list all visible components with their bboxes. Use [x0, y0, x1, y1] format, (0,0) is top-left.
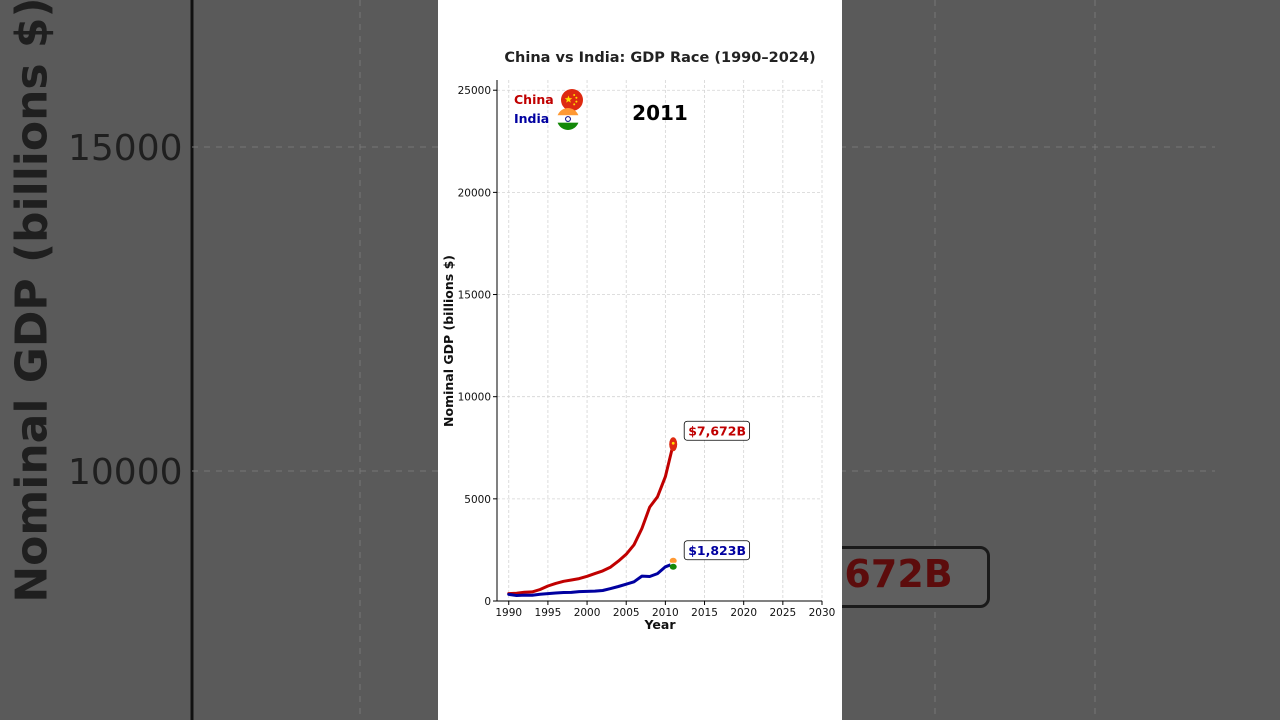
china-flag-small-star: [573, 94, 576, 97]
x-tick-label: 2010: [652, 607, 679, 619]
china-flag-small-star: [575, 100, 578, 103]
china-flag-small-star: [573, 103, 576, 106]
x-tick-label: 2000: [574, 607, 601, 619]
y-axis-label: Nominal GDP (billions $): [441, 255, 456, 427]
y-tick-label: 5000: [464, 494, 491, 506]
india-flag-green: [557, 122, 579, 130]
value-label-india: $1,823B: [688, 543, 746, 558]
y-tick-label: 10000: [458, 392, 491, 404]
legend-label-china: China: [514, 92, 554, 107]
india-flag-marker-saffron: [669, 557, 677, 564]
current-year-label: 2011: [632, 101, 688, 125]
china-flag-marker-star: [671, 441, 675, 445]
x-tick-label: 2005: [613, 607, 640, 619]
y-tick-label: 20000: [458, 187, 491, 199]
x-axis-label: Year: [644, 617, 677, 632]
series-line-india: [507, 562, 675, 597]
value-label-china: $7,672B: [688, 423, 746, 438]
legend-china-flag-icon: [561, 89, 583, 111]
value-label-box-india: [683, 540, 751, 561]
background-value-label: ,672B: [830, 552, 953, 596]
india-flag-marker-white: [670, 562, 677, 565]
legend-label-india: India: [514, 111, 549, 126]
india-flag-white: [557, 115, 579, 123]
x-tick-label: 2030: [809, 607, 836, 619]
gdp-line-chart: China vs India: GDP Race (1990–2024) 0 500…: [441, 50, 836, 632]
x-tick-label: 2020: [730, 607, 757, 619]
india-flag-saffron: [557, 108, 579, 116]
background-tick-upper: 15000: [68, 128, 183, 169]
chart-title: China vs India: GDP Race (1990–2024): [504, 50, 815, 66]
background-y-axis-label: Nominal GDP (billions $): [6, 0, 58, 603]
series-line-china: [507, 442, 675, 596]
legend-india-flag-icon: [557, 108, 579, 130]
china-flag-disc: [561, 89, 583, 111]
y-tick-label: 25000: [458, 85, 491, 97]
chart-panel: China vs India: GDP Race (1990–2024) 0 500…: [438, 0, 842, 720]
china-flag-star: [564, 95, 573, 103]
background-tick-lower: 10000: [68, 452, 183, 493]
india-flag-chakra: [565, 116, 571, 122]
x-tick-label: 2015: [691, 607, 718, 619]
endpoint-india-flag-icon: [669, 557, 677, 570]
india-flag-marker-green: [669, 563, 677, 570]
endpoint-china-flag-icon: [669, 437, 678, 452]
x-tick-label: 1995: [535, 607, 562, 619]
x-tick-label: 1990: [495, 607, 522, 619]
x-tick-label: 2025: [769, 607, 796, 619]
y-tick-label: 0: [484, 596, 491, 608]
value-label-box-china: [683, 420, 751, 441]
china-flag-small-star: [575, 96, 578, 99]
india-flag-stripes: [557, 108, 579, 130]
y-tick-label: 15000: [458, 290, 491, 302]
